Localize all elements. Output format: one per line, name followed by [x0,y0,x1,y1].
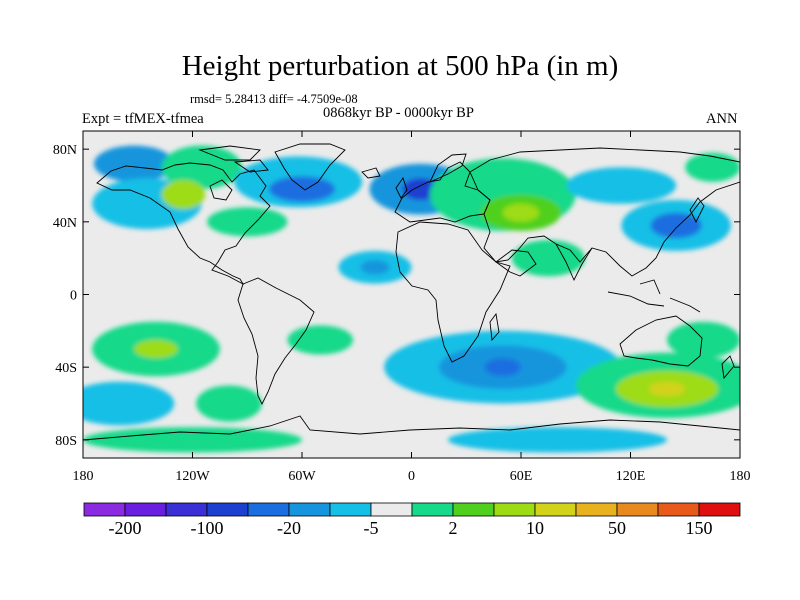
colorbar-box [83,502,126,517]
coast-europe [394,161,491,223]
season-label: ANN [706,111,738,127]
stats-label: rmsd= 5.28413 diff= -4.7509e-08 [190,92,358,106]
colorbar-box [206,502,249,517]
colorbar-label: -200 [109,518,142,538]
colorbar-box [370,502,413,517]
colorbar-box [616,502,659,517]
colorbar-box [698,502,741,517]
anomaly-region-21 [83,381,175,426]
colorbar-box [247,502,290,517]
coast-hudson-bay [209,179,233,201]
lat-tick-label: 80N [53,143,77,158]
coast-africa [395,221,511,363]
colorbar-box [575,502,618,517]
colorbar-label: 2 [449,518,458,538]
colorbar-label: -100 [191,518,224,538]
anomaly-region-23 [287,325,354,355]
lat-tick-label: 40S [55,361,77,376]
anomaly-region-30 [667,321,740,359]
colorbar-box [329,502,372,517]
colorbar-box [165,502,208,517]
coast-japan [689,197,705,224]
coast-madagascar [489,312,500,342]
period-label: 0868kyr BP - 0000kyr BP [323,105,474,121]
anomaly-field [83,145,740,453]
anomaly-region-6 [269,176,335,202]
coast-antarctica [83,415,740,441]
anomaly-region-14 [511,239,585,277]
anomaly-region-2 [161,145,242,190]
lat-tick-label: 40N [53,216,77,231]
lon-tick-label: 0 [408,469,415,484]
anomaly-region-26 [484,358,521,377]
colorbar-box [411,502,454,517]
coast-india [555,243,593,282]
coast-greenland [274,143,346,191]
coast-iceland [361,167,381,179]
colorbar-box [493,502,536,517]
lon-tick-label: 180 [73,469,94,484]
coast-australia [619,315,703,367]
colorbar-box [534,502,577,517]
coast-scandinavia [429,153,467,183]
colorbar: -200 -100 -20 -5 2 10 50 150 [83,502,741,538]
anomaly-region-17 [650,212,702,239]
anomaly-region-29 [648,381,686,397]
lon-tick-label: 180 [730,469,751,484]
lon-tick-label: 120E [616,469,646,484]
coast-south-america [237,277,315,406]
colorbar-label: 150 [686,518,713,538]
coast-british-isles [395,177,408,199]
anomaly-region-32 [448,427,667,453]
anomaly-region-15 [566,167,677,204]
coast-north-america [96,162,271,286]
coast-arctic-islands [198,145,269,173]
coast-indonesia [607,279,701,313]
colorbar-box [657,502,700,517]
anomaly-region-13 [502,203,540,222]
colorbar-box [124,502,167,517]
anomaly-region-0 [93,145,175,182]
colorbar-box [452,502,495,517]
colorbar-label: -20 [277,518,301,538]
experiment-label: Expt = tfMEX-tfmea [82,111,204,127]
anomaly-region-4 [207,207,288,237]
anomaly-region-31 [83,427,302,453]
anomaly-region-20 [134,339,178,359]
anomaly-region-8 [360,259,390,275]
lat-tick-label: 80S [55,434,77,449]
lon-tick-label: 120W [175,469,210,484]
coast-asia [469,147,740,277]
colorbar-label: 10 [526,518,544,538]
lon-tick-label: 60E [510,469,533,484]
lat-tick-label: 0 [70,289,77,304]
coast-new-zealand [721,355,735,380]
anomaly-region-3 [161,180,206,210]
coastlines [83,143,740,441]
colorbar-label: 50 [608,518,626,538]
page-title: Height perturbation at 500 hPa (in m) [181,50,619,82]
colorbar-box [288,502,331,517]
anomaly-region-22 [196,385,262,422]
anomaly-region-18 [685,152,740,182]
axis-ticks: 80N 40N 0 40S 80S 180 120W 60W 0 60E 120E 180 [53,131,751,484]
lon-tick-label: 60W [288,469,316,484]
coast-arabia [495,249,537,277]
colorbar-label: -5 [364,518,379,538]
